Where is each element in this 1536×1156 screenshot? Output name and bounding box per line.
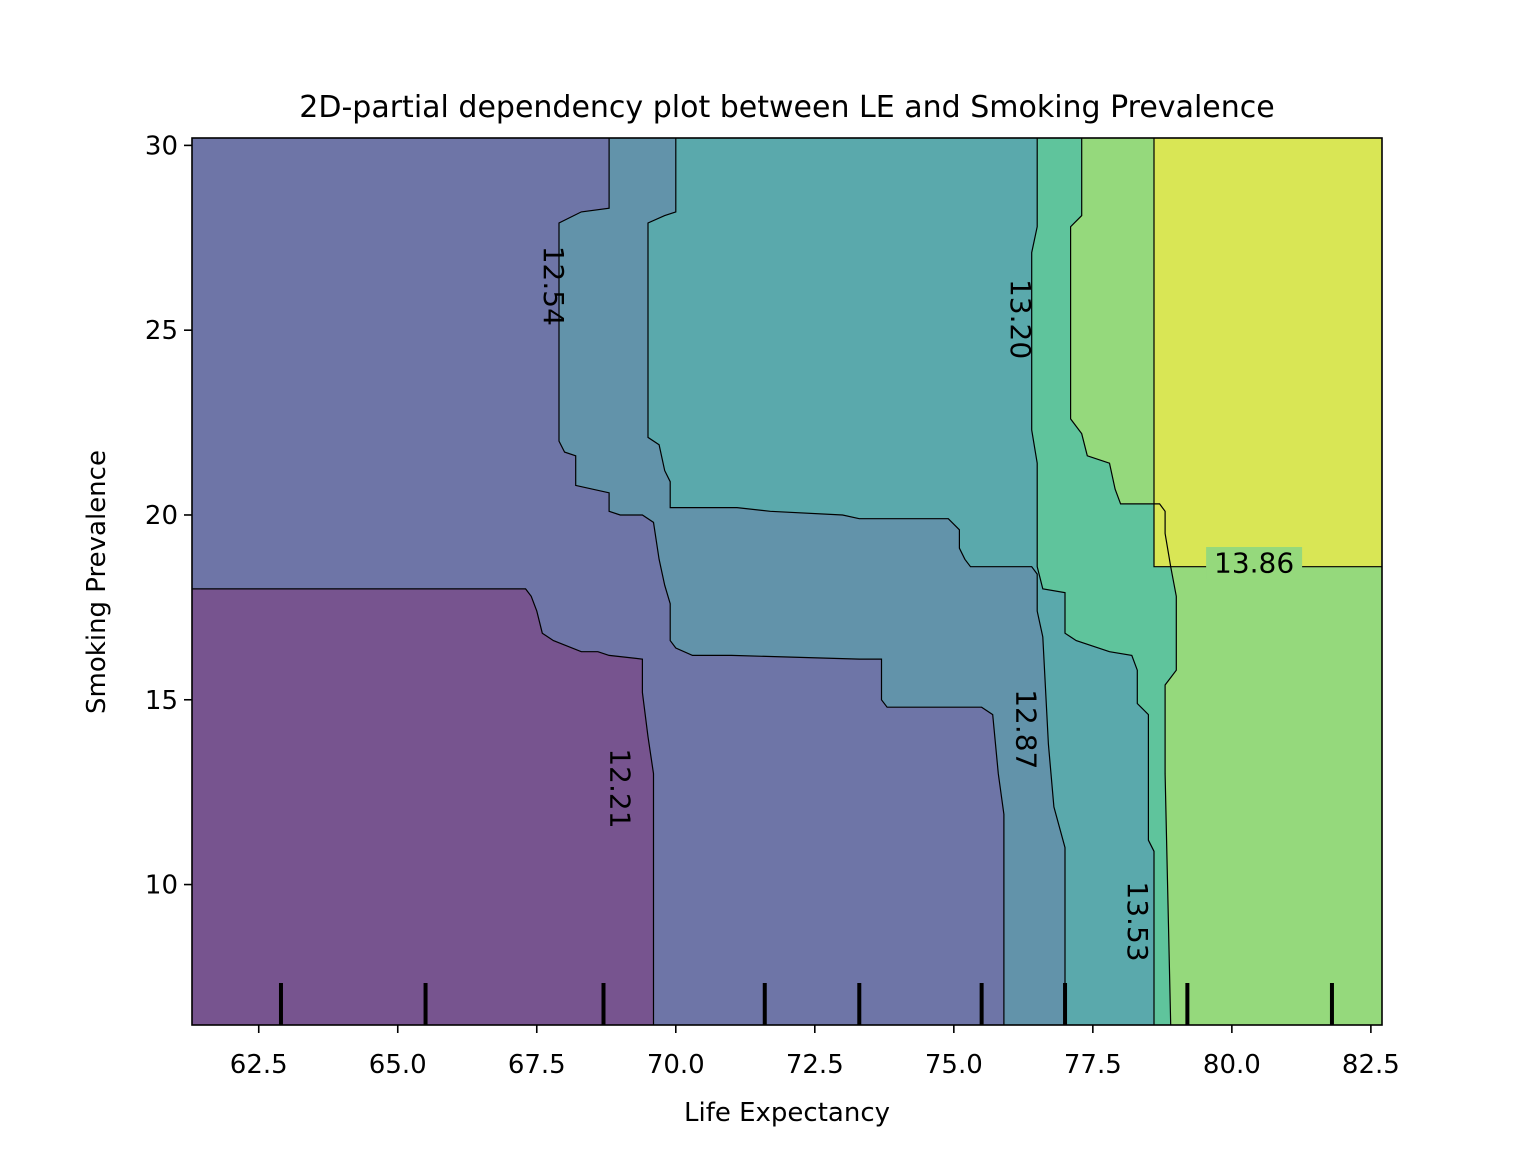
contour-line-0 (558, 138, 1005, 1025)
x-tick-label: 70.0 (647, 1050, 705, 1080)
y-tick-label: 15 (145, 686, 178, 716)
contour-line-2 (1031, 138, 1155, 1025)
contour-labels: 12.21 12.54 12.87 13.20 13.53 13.86 (537, 246, 1303, 962)
y-tick-label: 30 (145, 131, 178, 161)
x-tick-label: 75.0 (925, 1050, 983, 1080)
x-tick-label: 82.5 (1342, 1050, 1400, 1080)
chart-title: 2D-partial dependency plot between LE an… (299, 90, 1274, 125)
x-tick-label: 72.5 (786, 1050, 844, 1080)
contour-label-3: 13.20 (1004, 279, 1037, 359)
y-axis-label: Smoking Prevalence (82, 450, 112, 714)
contour-label-0: 12.21 (604, 748, 637, 828)
contour-label-1: 12.54 (537, 246, 570, 326)
contour-label-4: 13.53 (1121, 881, 1154, 961)
contour-line-3 (1070, 138, 1177, 1025)
y-tick-label: 25 (145, 316, 178, 346)
contour-line-1 (647, 138, 1066, 1025)
contour-line-4 (1153, 138, 1382, 568)
contour-label-bg (1206, 547, 1303, 580)
x-tick-label: 80.0 (1203, 1050, 1261, 1080)
x-tick-label: 65.0 (369, 1050, 427, 1080)
contour-label-2: 12.87 (1010, 689, 1043, 769)
x-tick-label: 67.5 (508, 1050, 566, 1080)
contour-label-5: 13.86 (1214, 547, 1294, 580)
contour-region-lowest (192, 588, 654, 1025)
contour-line-lowest (192, 588, 655, 1025)
plot-frame (191, 137, 1383, 1026)
x-axis-label: Life Expectancy (684, 1098, 890, 1128)
y-tick-label: 10 (145, 871, 178, 901)
y-axis: 10 15 20 25 30 (145, 131, 192, 901)
decile-rug (278, 983, 1334, 1025)
x-axis: 62.5 65.0 67.5 70.0 72.5 75.0 77.5 80.0 82.5 (230, 1025, 1400, 1080)
x-tick-label: 62.5 (230, 1050, 288, 1080)
y-tick-label: 20 (145, 501, 178, 531)
x-tick-label: 77.5 (1064, 1050, 1122, 1080)
plot-area (192, 138, 1382, 1025)
contour-region-5 (1154, 138, 1382, 567)
